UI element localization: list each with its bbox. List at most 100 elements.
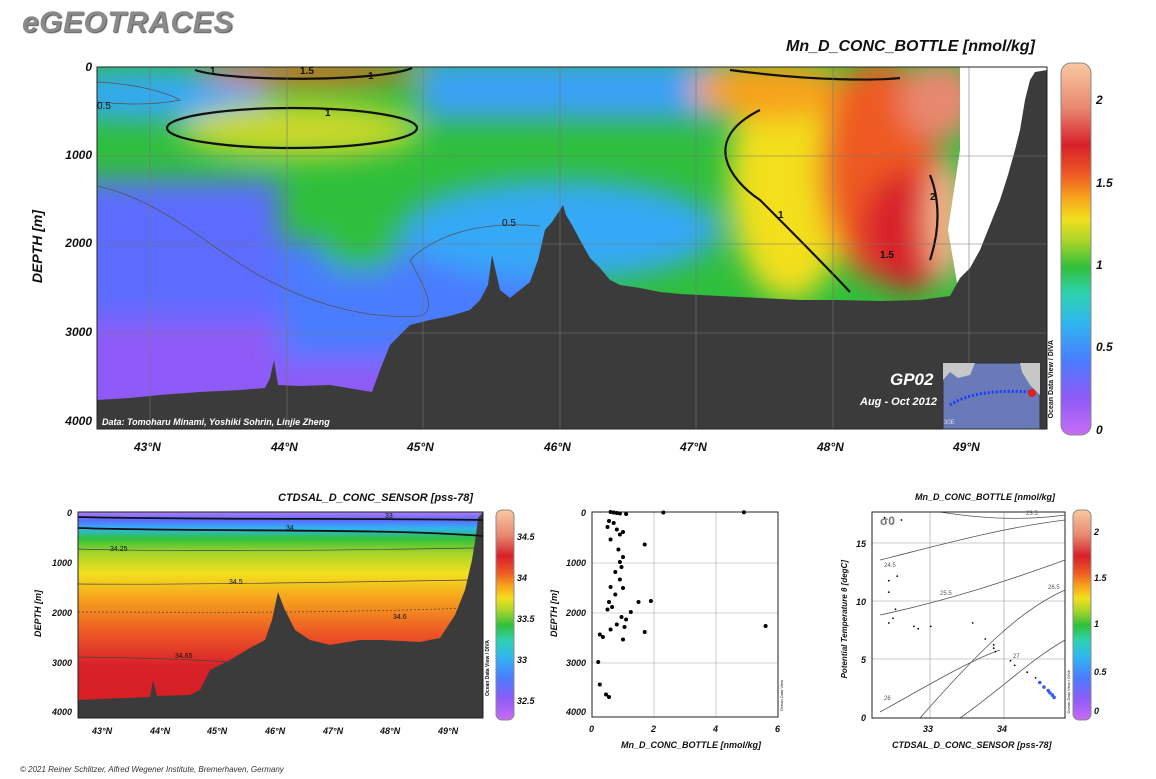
profile-point <box>614 622 619 627</box>
profile-point <box>763 624 768 628</box>
ts-point <box>1052 695 1056 700</box>
brand-logo: eGEOTRACES <box>22 6 234 39</box>
ts-point <box>1009 659 1012 662</box>
profile-point <box>617 532 622 537</box>
section-label: GP02 <box>890 370 934 389</box>
ts-point <box>1034 677 1037 679</box>
profile-xlabel: Mn_D_CONC_BOTTLE [nmol/kg] <box>621 740 762 750</box>
mn-profile-frame <box>591 511 779 718</box>
ts-point <box>892 617 894 620</box>
ts-isopycnal-label: 23.5 <box>1026 511 1038 517</box>
ts-point <box>887 622 890 624</box>
odv-watermark-main: Ocean Data View / DIVA <box>1048 340 1055 419</box>
odv-watermark-ts: Ocean Data View / DIVA <box>1066 670 1071 714</box>
ts-point <box>1013 664 1016 667</box>
ts-point <box>917 627 920 630</box>
sal-cbar-33.5: 33.5 <box>517 614 535 624</box>
profile-point <box>741 510 746 515</box>
mn-profile-grid <box>592 512 778 717</box>
ts-frame <box>871 511 1066 719</box>
profile-point <box>597 682 602 687</box>
sal-cbar-34: 34 <box>517 573 528 583</box>
profile-point <box>607 600 611 604</box>
ts-point <box>892 522 894 525</box>
contour-label: 1.5 <box>880 250 894 261</box>
profile-point <box>621 555 625 559</box>
ts-point <box>887 591 890 593</box>
sal-contour-label: 34.65 <box>175 653 193 660</box>
profile-point <box>613 592 618 597</box>
ts-point <box>900 519 903 521</box>
main-cbar-tick-1: 1 <box>1096 258 1103 272</box>
profile-ytick-2000: 2000 <box>566 608 587 618</box>
profile-point <box>621 530 625 534</box>
profile-ytick-1000: 1000 <box>566 558 587 568</box>
profile-ytick-4000: 4000 <box>566 707 587 717</box>
profile-xtick-2: 2 <box>651 724 657 734</box>
contour-label: 0.5 <box>97 101 111 112</box>
profile-point <box>596 660 601 664</box>
profile-point <box>617 577 622 582</box>
ts-isopycnal-label: 26.5 <box>1048 585 1060 591</box>
ts-point <box>896 575 899 577</box>
ts-isopycnal-label: 27 <box>1013 654 1020 660</box>
ts-point <box>929 625 932 628</box>
main-ytick-0: 0 <box>85 60 92 74</box>
main-xtick-43: 43°N <box>134 440 161 454</box>
sal-xtick-46: 46°N <box>265 726 286 736</box>
ts-ytick-5: 5 <box>860 655 866 665</box>
main-title: Mn_D_CONC_BOTTLE [nmol/kg] <box>786 38 1035 55</box>
main-cbar-tick-2: 2 <box>1096 93 1103 107</box>
profile-point <box>604 692 608 697</box>
sal-cbar-34.5: 34.5 <box>517 532 535 542</box>
ts-title: Mn_D_CONC_BOTTLE [nmol/kg] <box>915 492 1056 502</box>
salinity-title: CTDSAL_D_CONC_SENSOR [pss-78] <box>278 492 473 504</box>
profile-point <box>608 537 613 542</box>
ts-ytick-0: 0 <box>860 713 866 723</box>
profile-point <box>617 560 622 564</box>
main-xtick-48: 48°N <box>817 440 844 454</box>
ts-grid <box>872 512 1065 718</box>
salinity-colorbar <box>495 509 515 721</box>
main-ytick-3000: 3000 <box>65 325 92 339</box>
ts-cbar-0: 0 <box>1094 706 1100 716</box>
main-xtick-49: 49°N <box>953 440 980 454</box>
ts-sigma-label: σ0 <box>880 514 895 528</box>
profile-point <box>613 570 618 574</box>
profile-point <box>621 586 625 590</box>
ts-cbar-0.5: 0.5 <box>1094 667 1107 677</box>
profile-point <box>624 617 629 622</box>
main-xtick-46: 46°N <box>544 440 571 454</box>
main-cbar-tick-1.5: 1.5 <box>1096 176 1113 190</box>
profile-point <box>619 615 624 619</box>
ts-point <box>913 625 915 628</box>
sal-cbar-32.5: 32.5 <box>517 696 535 706</box>
ts-point <box>971 622 974 624</box>
profile-point <box>597 632 602 637</box>
profile-point <box>614 527 619 532</box>
profile-xtick-4: 4 <box>713 724 719 734</box>
profile-ytick-3000: 3000 <box>566 658 587 668</box>
main-colorbar <box>1060 62 1092 436</box>
bathymetry <box>97 70 1047 429</box>
profile-point <box>611 521 616 525</box>
sal-ytick-0: 0 <box>66 508 72 518</box>
ts-point <box>994 650 997 653</box>
ts-point <box>984 638 987 640</box>
sal-contour-label: 34 <box>286 525 294 532</box>
sal-xtick-43: 43°N <box>92 726 113 736</box>
contour-label: 0.5 <box>502 218 516 229</box>
profile-point <box>661 510 666 515</box>
ts-colorbar <box>1072 509 1092 721</box>
profile-point <box>607 695 611 699</box>
contour-label: 1 <box>368 71 374 82</box>
profile-point <box>605 607 610 612</box>
data-credits: Data: Tomoharu Minami, Yoshiki Sohrin, L… <box>102 417 330 427</box>
sal-contour-label: 33 <box>385 513 393 520</box>
profile-point <box>610 605 615 609</box>
main-xtick-45: 45°N <box>407 440 434 454</box>
ts-point <box>894 608 897 611</box>
profile-point <box>621 637 625 642</box>
profile-point <box>619 565 624 569</box>
main-xtick-47: 47°N <box>680 440 707 454</box>
